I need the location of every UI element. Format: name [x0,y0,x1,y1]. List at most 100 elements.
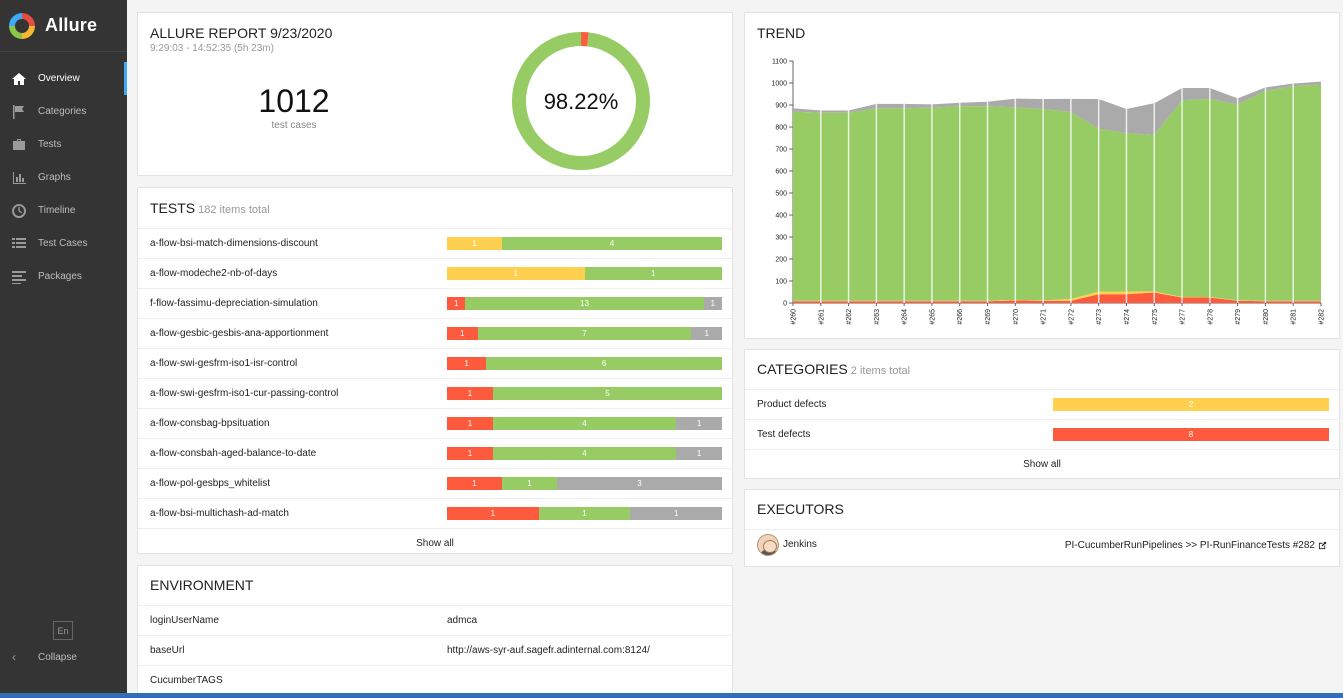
status-segment-passed: 1 [538,507,631,520]
x-tick-label: #264 [902,309,909,325]
report-time: 9:29:03 - 14:52:35 (5h 23m) [150,43,274,54]
categories-show-all-link[interactable]: Show all [745,449,1339,479]
window-bottom-bar [0,693,1343,698]
x-tick-label: #273 [1096,309,1103,325]
sidebar-item-categories[interactable]: Categories [0,95,127,128]
status-segment-failed: 1 [447,297,466,310]
categories-subtitle: 2 items total [850,365,911,377]
sidebar-item-graphs[interactable]: Graphs [0,161,127,194]
test-suite-name: a-flow-gesbic-gesbis-ana-apportionment [150,328,329,339]
sidebar-item-label: Timeline [38,205,76,216]
sidebar-item-test-cases[interactable]: Test Cases [0,227,127,260]
status-segment-failed: 1 [447,387,493,400]
test-suite-row[interactable]: a-flow-bsi-match-dimensions-discount 1 4 [138,228,732,258]
test-case-count: 1012 [258,83,330,119]
executor-build-label: PI-CucumberRunPipelines >> PI-RunFinance… [1064,539,1315,551]
status-segment-failed: 1 [447,327,478,340]
status-bar[interactable]: 1 13 1 [447,297,722,310]
environment-widget: ENVIRONMENT loginUserName admca baseUrl htt… [137,565,733,698]
trend-chart[interactable]: 0 100 200 300 400 500 600 700 800 900 1000 1100 #260… [745,53,1341,339]
language-button[interactable]: En [53,621,73,640]
x-tick-label: #271 [1041,309,1048,325]
test-suite-row[interactable]: a-flow-modeche2-nb-of-days 1 1 [138,258,732,288]
category-bar[interactable]: 2 [1053,398,1329,411]
test-suite-row[interactable]: f-flow-fassimu-depreciation-simulation 1 1… [138,288,732,318]
test-suite-row[interactable]: a-flow-swi-gesfrm-iso1-isr-control 1 6 [138,348,732,378]
category-row[interactable]: Test defects 8 [745,419,1339,449]
x-tick-label: #263 [874,309,881,325]
environment-value: http://aws-syr-auf.sagefr.adinternal.com… [447,645,650,656]
app-name: Allure [45,15,98,35]
status-segment-passed: 4 [492,417,677,430]
x-tick-label: #260 [791,309,798,325]
sidebar-item-label: Graphs [38,172,71,183]
jenkins-avatar-icon [757,533,779,556]
list-icon [12,237,26,251]
status-segment-failed: 1 [447,507,539,520]
sidebar: Allure Overview Categories Tests Graphs Time… [0,0,127,698]
status-segment-passed: 7 [477,327,692,340]
x-tick-label: #266 [957,309,964,325]
test-suite-name: a-flow-consbag-bpsituation [150,418,270,429]
x-tick-label: #278 [1207,309,1214,325]
collapse-label: Collapse [38,651,77,663]
status-segment-passed: 13 [465,297,704,310]
allure-logo-icon [9,12,35,39]
x-tick-label: #272 [1068,309,1075,325]
status-segment-skipped: 1 [676,417,722,430]
test-suite-row[interactable]: a-flow-bsi-multichash-ad-match 1 1 1 [138,498,732,528]
x-tick-label: #277 [1180,309,1187,325]
categories-list: Product defects 2 Test defects 8 [745,389,1339,449]
success-rate-donut[interactable]: 98.22% [511,31,651,171]
y-tick-label: 800 [775,125,787,132]
sidebar-item-tests[interactable]: Tests [0,128,127,161]
sidebar-nav: Overview Categories Tests Graphs Timeline Tes… [0,62,127,293]
tests-show-all-link[interactable]: Show all [138,528,732,558]
categories-title: CATEGORIES [757,361,848,377]
test-suite-name: a-flow-swi-gesfrm-iso1-isr-control [150,358,298,369]
y-tick-label: 500 [775,191,787,198]
executor-build-link[interactable]: PI-CucumberRunPipelines >> PI-RunFinance… [1065,530,1327,560]
sidebar-item-timeline[interactable]: Timeline [0,194,127,227]
sidebar-item-overview[interactable]: Overview [0,62,127,95]
sidebar-item-label: Overview [38,73,80,84]
test-suite-row[interactable]: a-flow-swi-gesfrm-iso1-cur-passing-contr… [138,378,732,408]
sidebar-item-label: Categories [38,106,87,117]
executor-name: Jenkins [783,539,817,550]
test-suite-name: a-flow-pol-gesbps_whitelist [150,478,271,489]
test-suite-row[interactable]: a-flow-consbah-aged-balance-to-date 1 4 1 [138,438,732,468]
status-segment-skipped: 3 [557,477,722,490]
flag-icon [12,104,26,119]
y-tick-label: 700 [775,147,787,154]
brand[interactable]: Allure [0,0,127,52]
test-case-count-label: test cases [271,120,317,131]
external-link-icon [1318,541,1327,549]
status-segment-passed: 4 [492,447,677,460]
environment-title: ENVIRONMENT [150,577,254,593]
trend-widget: TREND 0 100 200 300 400 500 600 700 800 900 1000 11… [744,12,1340,339]
home-icon [12,72,26,86]
x-tick-label: #275 [1152,309,1159,325]
y-tick-label: 1000 [771,81,787,88]
category-bar[interactable]: 8 [1053,428,1329,441]
test-suite-row[interactable]: a-flow-gesbic-gesbis-ana-apportionment 1 7… [138,318,732,348]
category-row[interactable]: Product defects 2 [745,389,1339,419]
status-segment-failed: 1 [447,477,502,490]
sidebar-item-label: Tests [38,139,62,150]
test-suite-row[interactable]: a-flow-pol-gesbps_whitelist 1 1 3 [138,468,732,498]
sidebar-item-packages[interactable]: Packages [0,260,127,293]
status-segment-failed: 1 [447,447,493,460]
x-tick-label: #274 [1124,309,1131,325]
test-suite-row[interactable]: a-flow-consbag-bpsituation 1 4 1 [138,408,732,438]
collapse-button[interactable]: ‹ Collapse [12,648,77,666]
tests-title: TESTS [150,200,196,216]
